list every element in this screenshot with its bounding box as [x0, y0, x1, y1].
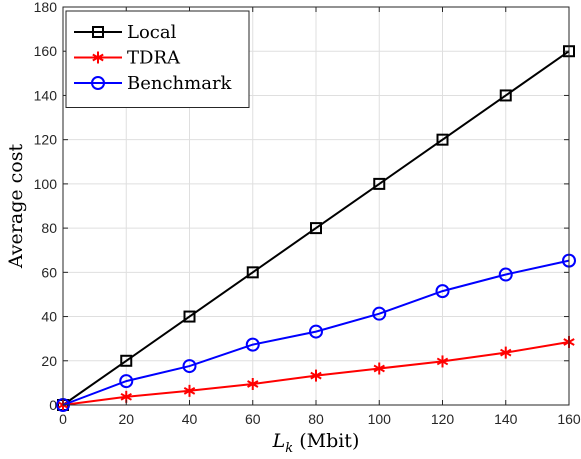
x-tick-label: 80: [308, 411, 324, 427]
data-point-tdra: [247, 377, 259, 390]
y-tick-label: 20: [41, 353, 57, 369]
data-point-benchmark: [119, 374, 134, 389]
series-tdra: [57, 335, 575, 411]
y-tick-label: 120: [34, 132, 58, 148]
data-point-tdra: [373, 362, 385, 375]
x-tick-label: 60: [245, 411, 261, 427]
data-point-benchmark: [182, 359, 197, 374]
y-tick-label: 160: [34, 43, 58, 59]
legend-marker: [92, 51, 104, 64]
y-tick-label: 80: [41, 220, 57, 236]
series-layer: [56, 45, 576, 412]
series-line-benchmark: [62, 259, 570, 406]
data-point-local: [373, 177, 386, 190]
data-point-local: [120, 354, 133, 367]
legend-label: TDRA: [127, 48, 181, 69]
y-tick-label: 60: [41, 264, 57, 280]
x-tick-label: 160: [557, 411, 581, 427]
x-axis-title: Lk (Mbit): [272, 430, 360, 456]
legend-marker: [92, 26, 104, 38]
legend-label: Benchmark: [127, 73, 233, 94]
data-point-tdra: [183, 384, 196, 397]
legend-label: Local: [127, 22, 177, 43]
y-tick-label: 100: [34, 176, 58, 192]
y-tick-label: 180: [34, 0, 58, 15]
legend-item-benchmark: Benchmark: [74, 73, 233, 94]
data-point-benchmark: [245, 337, 260, 352]
star-stroke: [436, 357, 449, 366]
x-tick-label: 20: [118, 411, 134, 427]
star-stroke: [92, 53, 104, 62]
data-point-tdra: [500, 346, 512, 359]
y-tick-label: 0: [49, 397, 57, 413]
x-tick-label: 140: [494, 411, 518, 427]
star-stroke: [120, 392, 132, 401]
star-stroke: [247, 380, 259, 388]
star-stroke: [500, 348, 512, 357]
data-point-local: [246, 266, 259, 279]
data-point-local: [436, 133, 449, 146]
legend: Local TDRA Benchmark: [65, 10, 250, 108]
legend-marker: [91, 76, 105, 90]
data-point-local: [499, 89, 512, 102]
x-tick-label: 120: [431, 411, 455, 427]
data-point-local: [310, 222, 322, 235]
series-local: [57, 45, 575, 411]
y-tick-label: 140: [34, 87, 58, 103]
axis-ticks: 0 20 40 60 80 100 120 140 160 0 20 40 60 80 100 120 140 1…: [34, 0, 581, 427]
star-stroke: [183, 386, 196, 395]
x-tick-label: 100: [368, 411, 392, 427]
data-point-benchmark: [435, 284, 450, 299]
star-stroke: [310, 371, 322, 380]
x-tick-label: 40: [182, 411, 198, 427]
x-axis-title-subscript: k: [285, 441, 293, 456]
y-tick-label: 40: [41, 309, 57, 325]
x-tick-label: 0: [59, 411, 67, 427]
data-point-tdra: [436, 355, 449, 368]
data-point-tdra: [310, 369, 322, 382]
data-point-benchmark: [372, 306, 387, 321]
legend-item-tdra: TDRA: [74, 48, 181, 69]
data-point-benchmark: [498, 267, 513, 282]
y-axis-title: Average cost: [5, 144, 27, 270]
star-stroke: [373, 364, 385, 373]
legend-item-local: Local: [74, 22, 177, 43]
data-point-benchmark: [309, 324, 323, 339]
series-line-local: [62, 50, 570, 406]
data-point-local: [183, 310, 196, 323]
x-axis-title-main: L: [272, 430, 286, 452]
x-axis-title-unit: (Mbit): [293, 430, 359, 452]
